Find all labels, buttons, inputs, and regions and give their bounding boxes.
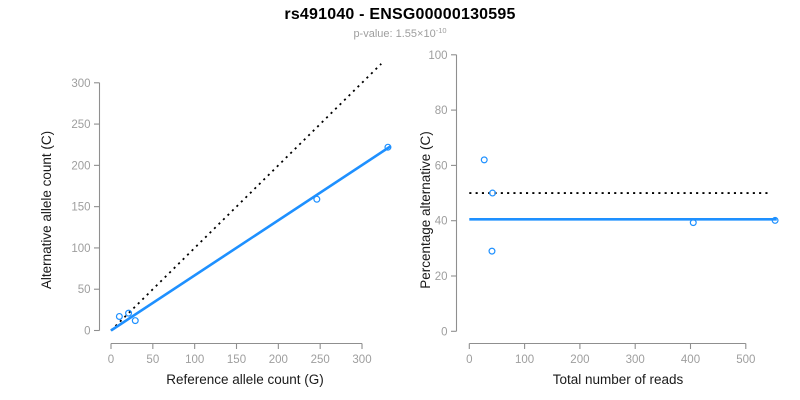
y-tick-label: 0 — [84, 326, 90, 338]
y-tick-label: 80 — [435, 105, 448, 117]
panel-percentage-vs-reads: 0 100 200 300 400 500 0 20 40 60 80 100 Total number… — [418, 50, 779, 387]
y-tick-label: 250 — [71, 119, 90, 131]
y-tick-label: 300 — [71, 78, 90, 90]
panel-allele-counts: 0 50 100 150 200 250 300 0 50 100 150 200 250 300 Refe… — [39, 63, 392, 387]
x-tick-label: 100 — [515, 354, 534, 366]
data-point — [771, 216, 779, 224]
y-tick-label: 100 — [71, 243, 90, 255]
data-point — [384, 143, 392, 151]
y-axis-title: Percentage alternative (C) — [418, 131, 433, 289]
y-tick-label: 40 — [435, 216, 448, 228]
x-tick-label: 200 — [570, 354, 589, 366]
x-axis — [468, 342, 747, 349]
data-point — [313, 195, 321, 203]
x-axis-title: Reference allele count (G) — [166, 372, 324, 387]
x-tick-label: 400 — [681, 354, 700, 366]
x-tick-label: 300 — [352, 354, 371, 366]
data-point — [131, 317, 139, 325]
x-tick-label: 0 — [108, 354, 114, 366]
y-axis — [451, 54, 458, 332]
pvalue-text: p-value: 1.55×10 — [353, 28, 436, 40]
fit-line — [110, 145, 392, 332]
y-tick-label: 150 — [71, 202, 90, 214]
y-tick-label: 0 — [441, 326, 447, 338]
y-tick-label: 200 — [71, 160, 90, 172]
y-tick-label: 50 — [78, 284, 91, 296]
data-point — [115, 312, 123, 320]
x-tick-label: 250 — [311, 354, 330, 366]
x-axis-title: Total number of reads — [553, 372, 684, 387]
x-axis — [110, 342, 363, 349]
y-tick-label: 60 — [435, 160, 448, 172]
y-tick-label: 20 — [435, 271, 448, 283]
x-tick-label: 300 — [626, 354, 645, 366]
y-axis — [94, 82, 101, 332]
x-tick-label: 150 — [227, 354, 246, 366]
y-axis-title: Alternative allele count (C) — [39, 131, 54, 289]
data-point — [689, 219, 697, 227]
identity-line — [110, 63, 382, 332]
data-point — [488, 247, 496, 255]
x-tick-label: 50 — [146, 354, 159, 366]
plot-title: rs491040 - ENSG00000130595 — [284, 6, 516, 23]
x-tick-label: 500 — [736, 354, 755, 366]
plot-subtitle: p-value: 1.55×10-10 — [0, 26, 800, 40]
data-point — [489, 189, 497, 197]
data-point — [125, 309, 133, 317]
pvalue-exponent: -10 — [435, 26, 447, 35]
y-tick-label: 100 — [428, 50, 447, 62]
data-point — [480, 156, 488, 164]
x-tick-label: 200 — [269, 354, 288, 366]
x-tick-label: 0 — [466, 354, 472, 366]
x-tick-label: 100 — [185, 354, 204, 366]
